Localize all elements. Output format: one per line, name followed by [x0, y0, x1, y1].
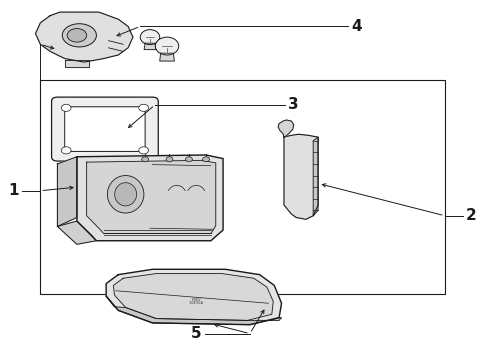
Ellipse shape	[115, 183, 137, 206]
Polygon shape	[65, 60, 89, 67]
Circle shape	[61, 104, 71, 111]
Polygon shape	[278, 120, 294, 137]
Polygon shape	[114, 274, 273, 320]
Ellipse shape	[62, 24, 97, 47]
Ellipse shape	[155, 37, 179, 55]
Polygon shape	[106, 269, 282, 325]
Text: 3: 3	[289, 98, 299, 112]
Ellipse shape	[140, 30, 160, 45]
Circle shape	[139, 147, 148, 154]
Text: 2: 2	[466, 208, 477, 223]
Polygon shape	[284, 134, 318, 219]
Circle shape	[139, 104, 148, 111]
Ellipse shape	[67, 28, 87, 42]
Polygon shape	[57, 221, 97, 244]
Ellipse shape	[107, 176, 144, 213]
FancyBboxPatch shape	[51, 97, 158, 161]
FancyBboxPatch shape	[65, 107, 145, 152]
Polygon shape	[160, 53, 174, 61]
Circle shape	[61, 147, 71, 154]
Text: F4KY: F4KY	[191, 298, 201, 302]
Polygon shape	[106, 296, 282, 325]
Polygon shape	[87, 160, 216, 234]
Circle shape	[202, 157, 209, 162]
Polygon shape	[35, 12, 133, 62]
Circle shape	[186, 157, 193, 162]
Polygon shape	[57, 157, 77, 226]
Bar	[40, 80, 445, 294]
Text: 5: 5	[191, 326, 201, 341]
Polygon shape	[313, 137, 318, 216]
Polygon shape	[77, 155, 223, 241]
Polygon shape	[144, 43, 156, 50]
Text: 4: 4	[352, 19, 363, 34]
Text: 1: 1	[8, 183, 19, 198]
Circle shape	[142, 157, 148, 162]
Circle shape	[166, 157, 173, 162]
Text: 13405A: 13405A	[189, 301, 204, 305]
